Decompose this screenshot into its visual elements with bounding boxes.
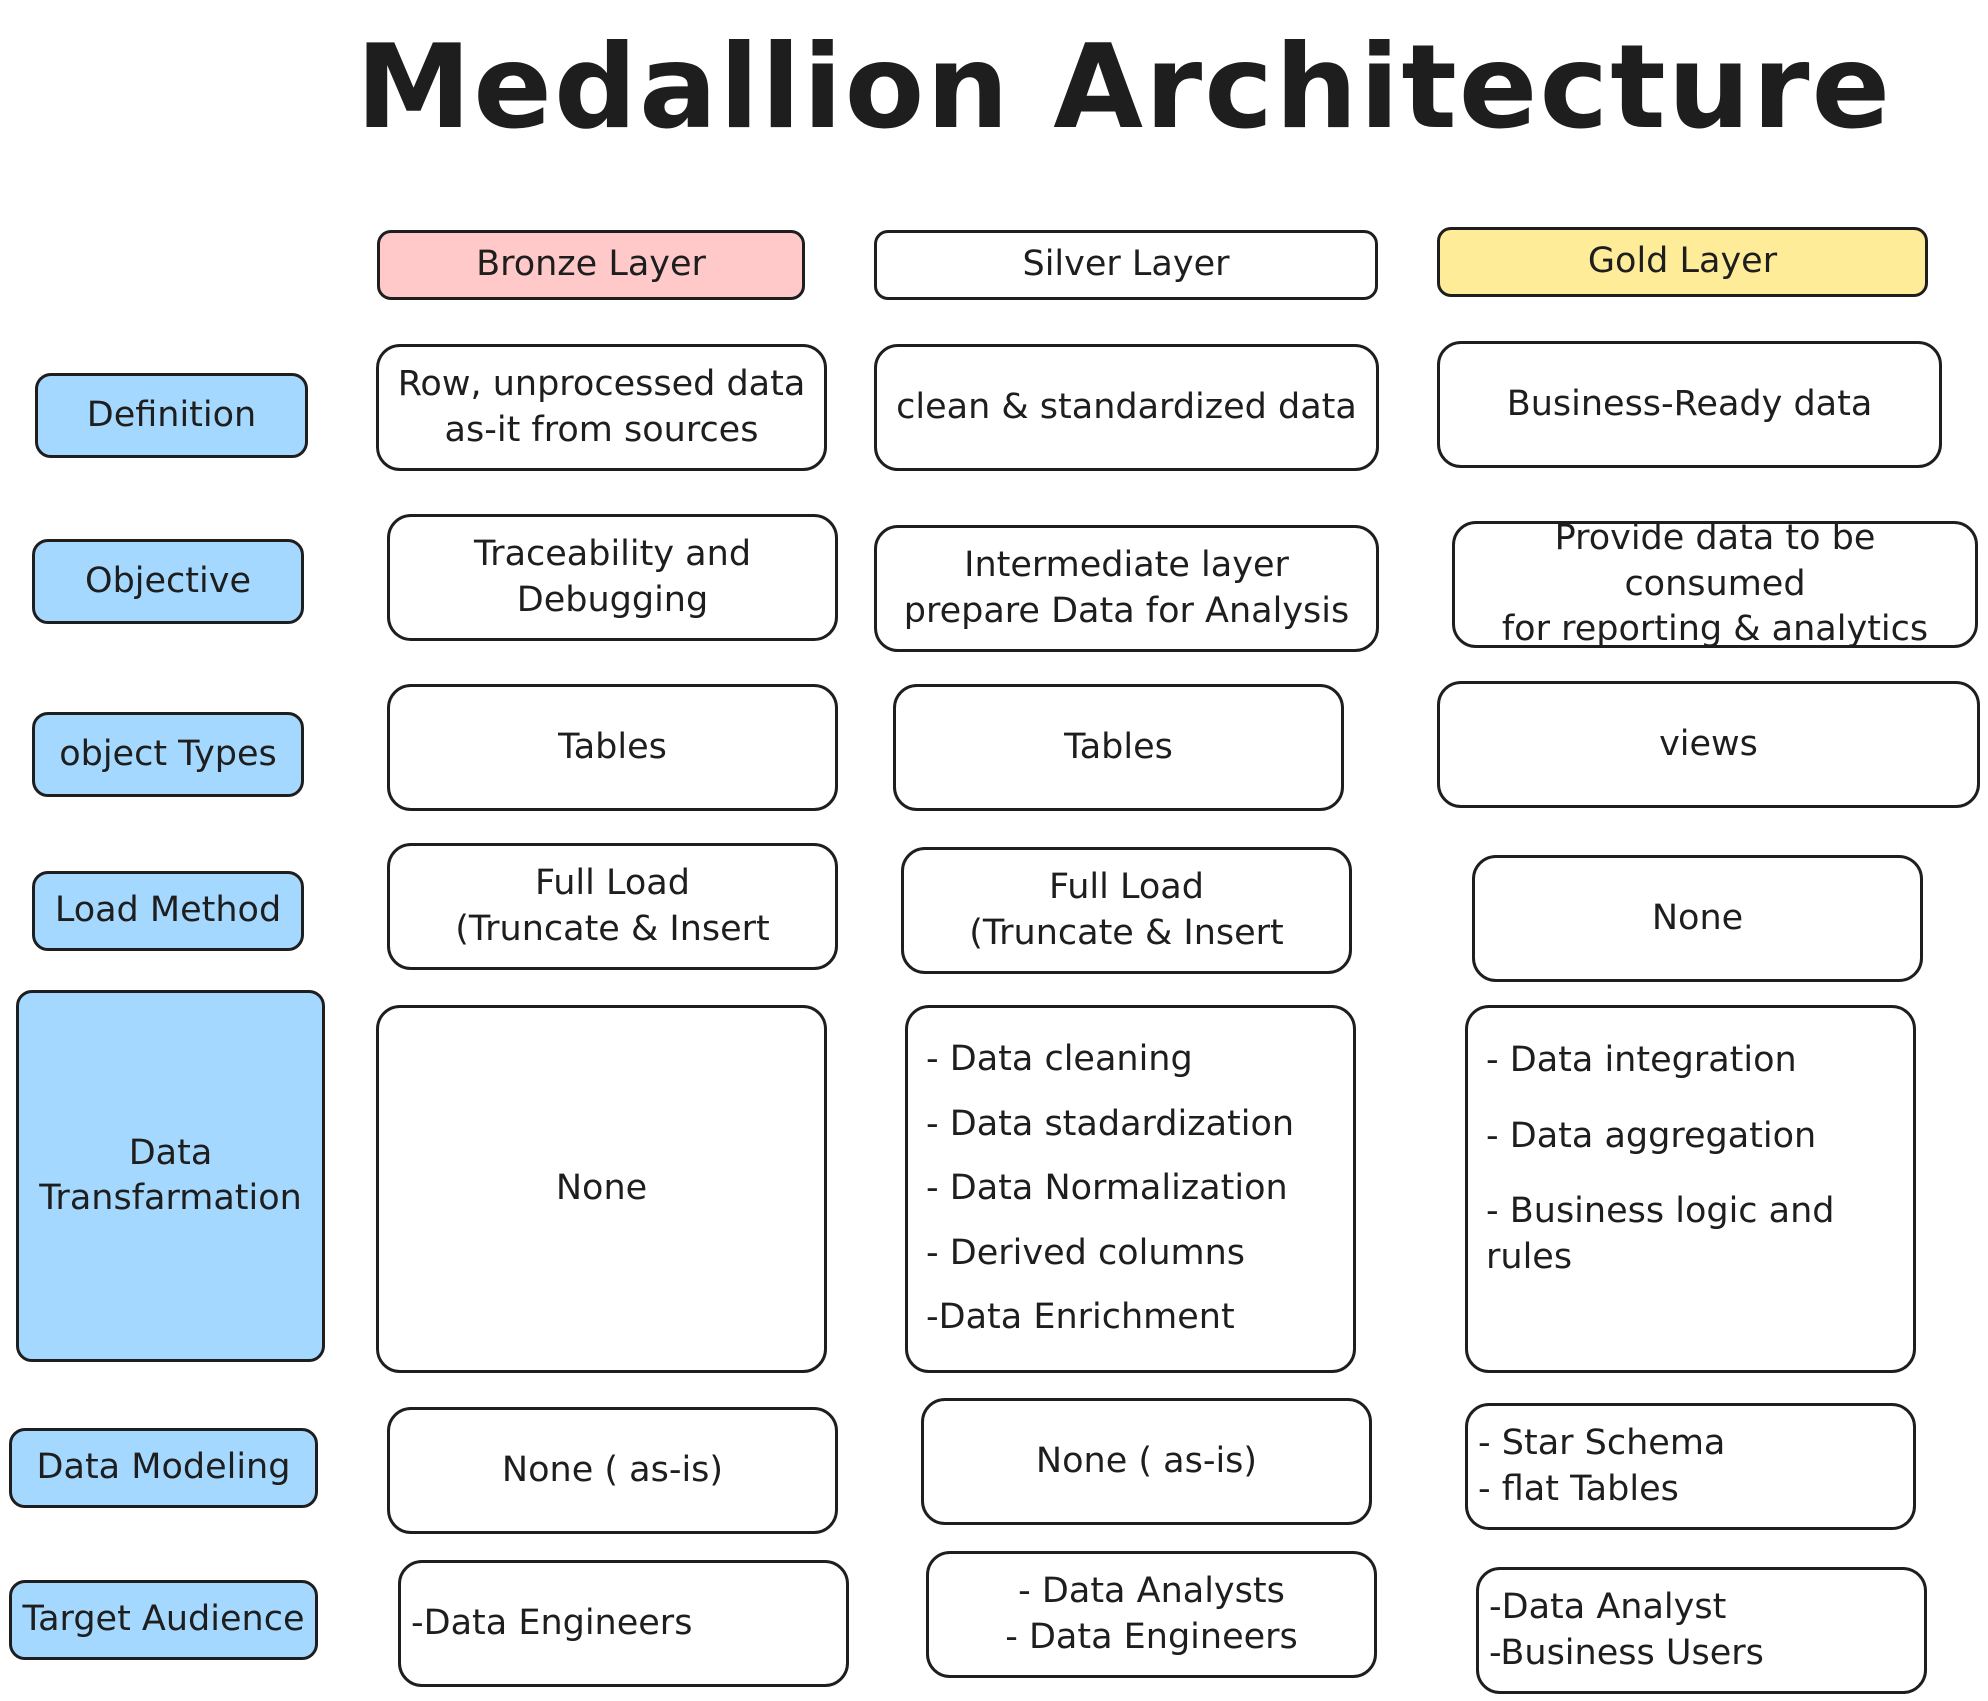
silver-transformation-item: - Data Normalization <box>926 1168 1288 1209</box>
silver-data-modeling-text: None ( as-is) <box>1035 1440 1258 1481</box>
bronze-load-method-text: Full Load (Truncate & Insert <box>455 863 770 949</box>
bronze-objective-text: Traceability and Debugging <box>473 534 752 620</box>
target-audience-label: Target Audience <box>22 1599 305 1640</box>
bronze-data-modeling-cell: None ( as-is) <box>387 1407 838 1534</box>
data-transformation-label: Data Transfarmation <box>39 1132 302 1219</box>
gold-transformation-item: - Data integration <box>1486 1040 1797 1080</box>
silver-object-types-text: Tables <box>1064 726 1173 767</box>
silver-load-method-cell: Full Load (Truncate & Insert <box>901 847 1352 974</box>
gold-load-method-text: None <box>1651 897 1744 938</box>
gold-data-modeling-text: - Star Schema - flat Tables <box>1478 1423 1726 1509</box>
bronze-load-method-cell: Full Load (Truncate & Insert <box>387 843 838 970</box>
silver-definition-text: clean & standardized data <box>896 386 1357 427</box>
row-label-objective: Objective <box>32 539 304 624</box>
bronze-target-audience-text: -Data Engineers <box>411 1602 693 1643</box>
silver-data-transformation-cell: - Data cleaning - Data stadardization - … <box>905 1005 1356 1373</box>
gold-data-transformation-cell: - Data integration - Data aggregation - … <box>1465 1005 1916 1373</box>
row-label-load-method: Load Method <box>32 871 304 951</box>
bronze-objective-cell: Traceability and Debugging <box>387 514 838 641</box>
gold-layer-label: Gold Layer <box>1587 241 1778 282</box>
gold-target-audience-cell: -Data Analyst -Business Users <box>1476 1567 1927 1694</box>
bronze-layer-header: Bronze Layer <box>377 230 805 300</box>
bronze-data-transformation-cell: None <box>376 1005 827 1373</box>
bronze-definition-cell: Row, unprocessed data as-it from sources <box>376 344 827 471</box>
silver-objective-cell: Intermediate layer prepare Data for Anal… <box>874 525 1379 652</box>
bronze-layer-label: Bronze Layer <box>476 244 706 285</box>
diagram-title: Medallion Architecture <box>355 20 1893 155</box>
objective-label: Objective <box>85 560 251 601</box>
gold-definition-text: Business-Ready data <box>1506 383 1873 424</box>
silver-transformation-item: -Data Enrichment <box>926 1297 1235 1338</box>
bronze-object-types-text: Tables <box>558 726 667 767</box>
row-label-data-transformation: Data Transfarmation <box>16 990 325 1362</box>
gold-objective-cell: Provide data to be consumed for reportin… <box>1452 518 1978 649</box>
silver-definition-cell: clean & standardized data <box>874 344 1379 471</box>
gold-target-audience-text: -Data Analyst -Business Users <box>1489 1587 1764 1673</box>
gold-objective-text: Provide data to be consumed for reportin… <box>1501 518 1929 650</box>
bronze-target-audience-cell: -Data Engineers <box>398 1560 849 1687</box>
load-method-label: Load Method <box>54 890 282 931</box>
bronze-object-types-cell: Tables <box>387 684 838 811</box>
silver-transformation-item: - Derived columns <box>926 1232 1246 1273</box>
gold-object-types-cell: views <box>1437 681 1980 808</box>
data-modeling-label: Data Modeling <box>36 1447 291 1488</box>
gold-definition-cell: Business-Ready data <box>1437 341 1942 468</box>
silver-layer-header: Silver Layer <box>874 230 1378 300</box>
silver-transformation-item: - Data cleaning <box>926 1039 1193 1080</box>
bronze-definition-text: Row, unprocessed data as-it from sources <box>397 364 806 450</box>
gold-object-types-text: views <box>1659 723 1758 764</box>
gold-layer-header: Gold Layer <box>1437 227 1928 297</box>
gold-transformation-item: - Data aggregation <box>1486 1115 1817 1156</box>
silver-target-audience-text: - Data Analysts - Data Engineers <box>1005 1571 1298 1657</box>
gold-data-modeling-cell: - Star Schema - flat Tables <box>1465 1403 1916 1530</box>
gold-transformation-item: - Business logic and rules <box>1486 1191 1835 1277</box>
silver-layer-label: Silver Layer <box>1022 244 1230 285</box>
silver-data-modeling-cell: None ( as-is) <box>921 1398 1372 1525</box>
object-types-label: object Types <box>59 733 277 774</box>
bronze-data-transformation-text: None <box>555 1168 648 1209</box>
silver-target-audience-cell: - Data Analysts - Data Engineers <box>926 1551 1377 1678</box>
row-label-definition: Definition <box>35 373 308 458</box>
row-label-data-modeling: Data Modeling <box>9 1428 318 1508</box>
row-label-object-types: object Types <box>32 712 304 797</box>
gold-load-method-cell: None <box>1472 855 1923 982</box>
silver-objective-text: Intermediate layer prepare Data for Anal… <box>903 545 1350 631</box>
bronze-data-modeling-text: None ( as-is) <box>501 1449 724 1490</box>
silver-load-method-text: Full Load (Truncate & Insert <box>969 867 1284 953</box>
silver-transformation-item: - Data stadardization <box>926 1103 1295 1144</box>
definition-label: Definition <box>86 394 257 435</box>
silver-object-types-cell: Tables <box>893 684 1344 811</box>
row-label-target-audience: Target Audience <box>9 1580 318 1660</box>
